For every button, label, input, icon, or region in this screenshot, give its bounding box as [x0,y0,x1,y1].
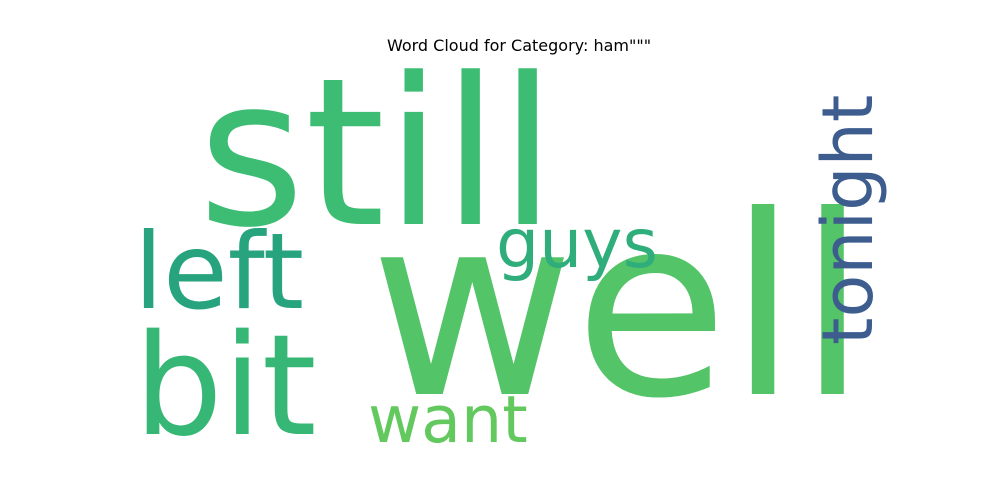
word-tonight: tonight [807,95,889,345]
word-bit: bit [134,305,317,468]
chart-title: Word Cloud for Category: ham""" [386,36,652,55]
word-left: left [134,211,304,333]
word-well: well [370,162,867,453]
word-guys: guys [496,205,658,284]
word-want: want [368,383,528,458]
word-still: still [198,35,556,273]
